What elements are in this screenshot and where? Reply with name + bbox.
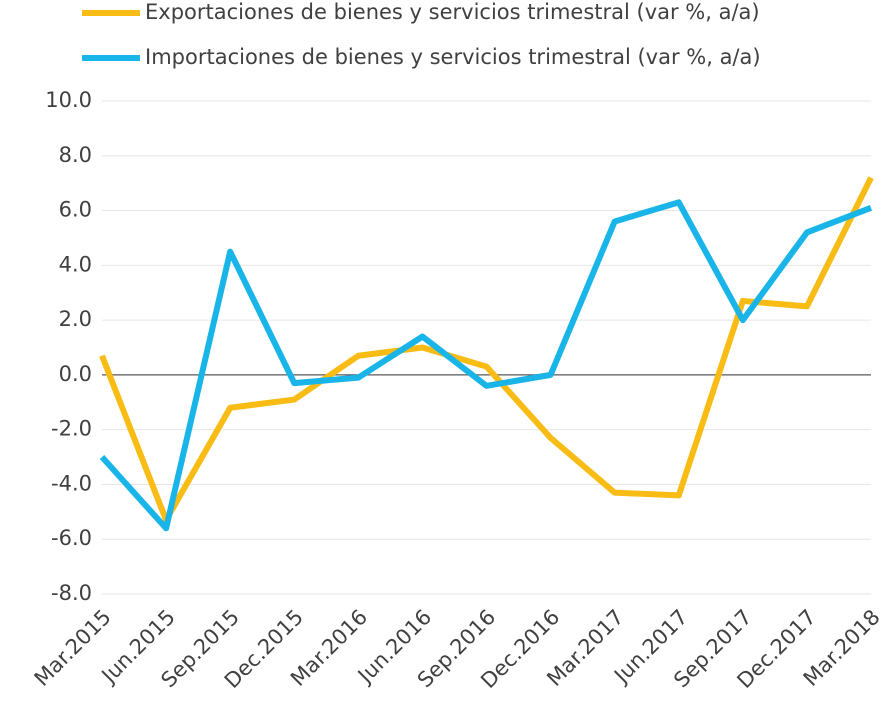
y-tick-label: -4.0 [51,471,92,495]
y-tick-label: 10.0 [45,88,92,112]
series-line [99,176,874,524]
y-tick-label: 4.0 [59,252,92,276]
y-tick-label: 0.0 [59,362,92,386]
y-tick-label: 8.0 [59,143,92,167]
y-tick-label: -2.0 [51,417,92,441]
legend-label: Exportaciones de bienes y servicios trim… [145,0,760,24]
series-line [99,199,873,532]
legend-label: Importaciones de bienes y servicios trim… [145,45,761,69]
y-tick-label: 2.0 [59,307,92,331]
x-tick-label: Mar.2015 [30,605,116,691]
y-tick-label: 6.0 [59,198,92,222]
y-tick-label: -8.0 [51,581,92,605]
y-tick-label: -6.0 [51,526,92,550]
